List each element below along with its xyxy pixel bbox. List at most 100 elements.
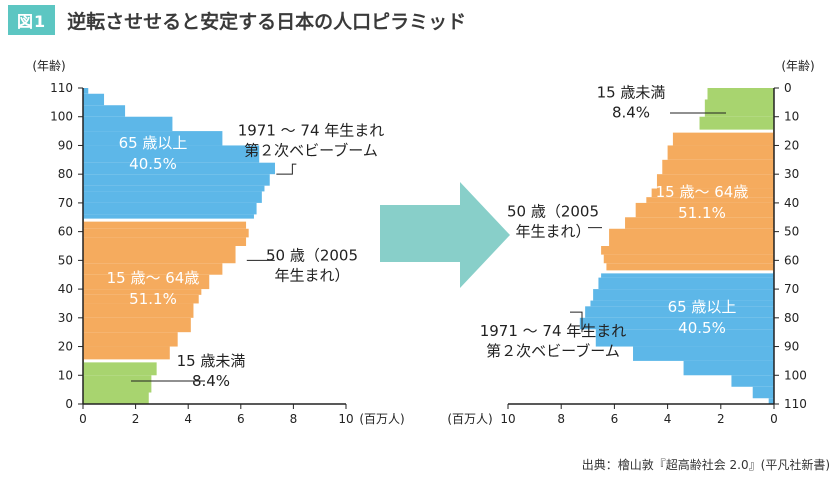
source-credit: 出典：檜山敦『超高齢社会 2.0』(平凡社新書) [581,458,830,472]
annotation-text: 8.4% [612,104,650,122]
y-tick-label: 70 [784,282,799,296]
x-tick-label: 2 [132,412,140,426]
group-label-elderly: 65 歳以上 [119,134,188,152]
group-share-working: 51.1% [129,290,177,308]
annotation-text: 年生まれ） [274,266,349,284]
y-tick-label: 10 [784,110,799,124]
y-axis-unit-label: (年齢) [32,58,65,73]
bar-working-7 [83,263,223,275]
x-tick-label: 0 [770,412,778,426]
bar-elderly-6 [83,145,260,163]
bar-elderly-3 [83,185,265,192]
bar-working-10 [603,254,774,264]
bar-elderly-3 [590,300,774,307]
figure-header: 図1 逆転させせると安定する日本の人口ピラミッド [8,5,467,35]
bar-child-0 [707,88,774,100]
bar-working-0 [672,131,774,146]
annotation-text: 15 歳未満 [597,84,666,102]
bar-elderly-0 [601,271,774,278]
bar-working-2 [83,317,191,333]
bar-working-2 [662,159,774,175]
bar-elderly-2 [593,289,774,301]
y-tick-label: 40 [784,196,799,210]
figure-title: 逆転させせると安定する日本の人口ピラミッド [67,10,467,33]
group-label-elderly: 65 歳以上 [668,298,737,316]
y-tick-label: 110 [784,397,807,411]
y-tick-label: 40 [58,282,73,296]
bar-working-11 [83,220,247,229]
bar-elderly-9 [731,375,774,387]
annotation-leader [276,163,297,175]
bar-elderly-4 [585,306,774,318]
y-tick-label: 30 [784,167,799,181]
annotation-text: 50 歳（2005 [507,202,599,220]
x-tick-label: 0 [79,412,87,426]
group-label-working: 15 歳〜 64歳 [656,183,749,201]
group-share-elderly: 40.5% [129,155,177,173]
y-tick-label: 50 [784,225,799,239]
annotation-text: 1971 〜 74 年生まれ [238,122,385,140]
x-tick-label: 2 [717,412,725,426]
bar-working-3 [656,174,774,189]
bar-elderly-10 [752,386,774,399]
bar-elderly-5 [579,317,774,330]
y-tick-label: 90 [784,340,799,354]
bar-elderly-5 [83,162,275,175]
y-tick-label: 80 [58,167,73,181]
y-tick-label: 30 [58,311,73,325]
group-label-working: 15 歳〜 64歳 [107,269,200,287]
y-tick-label: 100 [784,368,807,382]
x-tick-label: 10 [500,412,515,426]
annotation-text: 8.4% [192,372,230,390]
bar-working-9 [601,246,774,255]
bar-working-0 [83,346,170,361]
y-tick-label: 20 [784,138,799,152]
y-tick-label: 110 [50,81,73,95]
bar-child-2 [83,360,157,376]
x-tick-label: 4 [184,412,192,426]
y-tick-label: 80 [784,311,799,325]
x-tick-label: 8 [290,412,298,426]
x-tick-label: 8 [557,412,565,426]
annotation-text: 第２次ベビーブーム [486,342,620,360]
annotation-text: 第２次ベビーブーム [244,142,378,160]
bar-working-3 [83,303,194,318]
bar-child-0 [83,392,149,404]
y-tick-label: 0 [784,81,792,95]
annotation-text: 1971 〜 74 年生まれ [480,322,627,340]
x-tick-label: 6 [611,412,619,426]
bar-elderly-0 [83,214,254,221]
x-axis-unit-label: (百万人) [359,412,404,426]
bar-working-10 [83,228,249,238]
bar-working-11 [606,263,774,272]
bar-elderly-4 [83,174,270,186]
bar-elderly-10 [83,93,105,106]
y-tick-label: 0 [65,397,73,411]
bar-elderly-11 [83,88,89,94]
transform-arrow [380,182,510,288]
bar-working-5 [83,289,202,295]
bar-working-9 [83,237,247,246]
bar-child-1 [704,99,774,117]
y-axis-unit-label: (年齢) [781,58,814,73]
bar-elderly-9 [83,105,126,117]
bar-working-6 [83,274,210,290]
bar-elderly-2 [83,191,262,203]
x-tick-label: 4 [664,412,672,426]
bar-elderly-6 [595,329,774,347]
bar-elderly-11 [768,398,774,404]
bar-elderly-8 [83,116,173,132]
y-tick-label: 60 [58,225,73,239]
group-share-working: 51.1% [678,204,726,222]
annotation-text: 50 歳（2005 [266,246,358,264]
annotation-text: 年生まれ） [515,222,590,240]
y-tick-label: 100 [50,110,73,124]
y-tick-label: 60 [784,253,799,267]
y-tick-label: 20 [58,340,73,354]
bar-working-4 [83,294,199,304]
annotation-leader [570,311,583,333]
bar-working-1 [83,332,178,347]
bar-working-8 [609,228,774,246]
annotation-text: 15 歳未満 [177,352,246,370]
bar-working-4 [651,188,774,198]
